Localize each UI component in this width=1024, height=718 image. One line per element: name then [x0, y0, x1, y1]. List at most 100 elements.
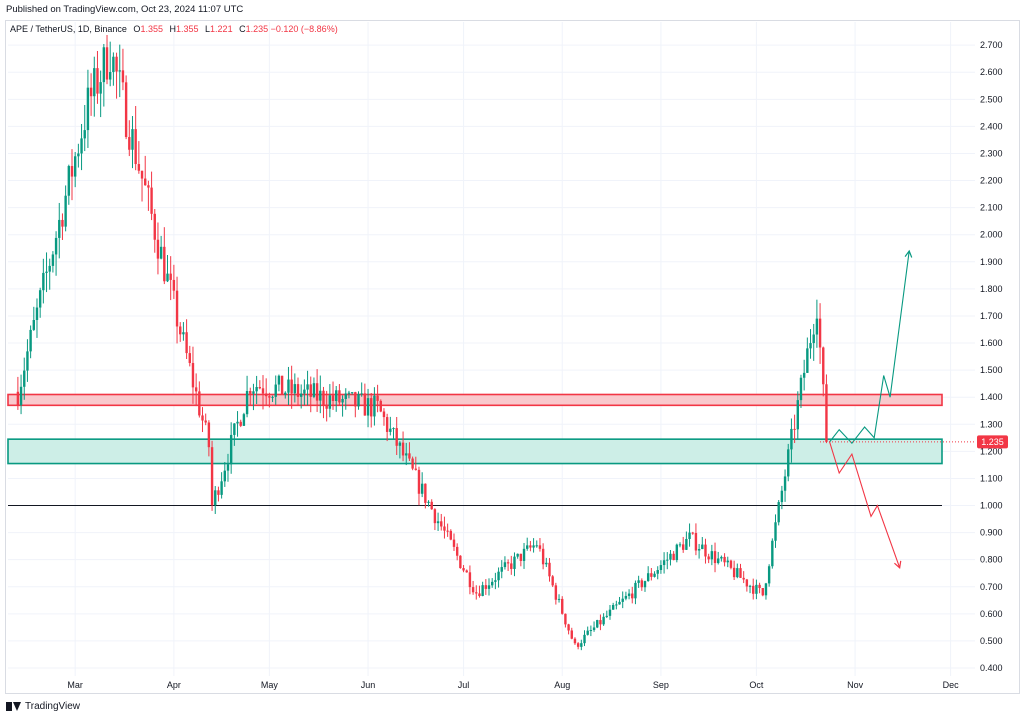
y-tick-label-7: 2.000 [980, 230, 1003, 240]
y-tick-label-4: 2.300 [980, 148, 1003, 158]
candle-body-110 [366, 398, 370, 416]
candle-body-58 [201, 415, 204, 421]
candle-body-218 [710, 551, 714, 560]
candle-body-250 [812, 334, 815, 344]
candle-body-160 [526, 545, 529, 549]
candle-body-57 [198, 391, 201, 416]
candle-body-78 [264, 393, 268, 397]
candle-body-18 [73, 156, 77, 177]
candle-body-122 [405, 453, 408, 456]
legend-change: −0.120 (−8.86%) [270, 24, 338, 34]
candle-body-90 [303, 389, 306, 394]
y-tick-label-23: 0.400 [980, 663, 1003, 673]
candle-body-125 [414, 468, 417, 470]
y-tick-label-3: 2.400 [980, 121, 1003, 131]
candle-body-4 [29, 329, 32, 352]
candle-body-220 [717, 558, 720, 564]
candle-body-47 [166, 273, 169, 282]
tradingview-logo-icon [6, 702, 21, 711]
candle-body-163 [535, 545, 538, 547]
candle-body-202 [659, 565, 663, 571]
y-tick-label-8: 1.900 [980, 257, 1003, 267]
candle-body-142 [468, 572, 472, 588]
candle-body-164 [538, 545, 542, 549]
candle-body-95 [319, 390, 322, 401]
candle-body-130 [430, 501, 433, 510]
legend-symbol[interactable]: APE / TetherUS, 1D, Binance [10, 24, 127, 34]
candle-body-112 [373, 395, 376, 417]
y-tick-label-12: 1.500 [980, 365, 1003, 375]
candle-body-179 [586, 630, 589, 635]
candle-body-162 [532, 545, 535, 548]
candle-body-5 [32, 320, 36, 330]
candle-body-39 [140, 170, 144, 179]
candle-body-184 [602, 616, 605, 625]
candle-body-198 [646, 573, 650, 582]
candle-body-243 [790, 428, 793, 450]
candle-body-157 [516, 553, 519, 557]
candle-body-199 [650, 573, 653, 577]
candle-body-96 [322, 390, 325, 406]
candle-body-29 [108, 72, 112, 80]
candle-body-170 [557, 598, 561, 600]
candle-body-134 [443, 526, 446, 531]
candle-body-141 [465, 570, 468, 573]
candle-body-151 [497, 571, 500, 581]
candle-body-11 [51, 254, 55, 266]
candle-body-201 [656, 570, 659, 574]
y-tick-label-21: 0.600 [980, 609, 1003, 619]
candle-body-147 [484, 585, 488, 589]
candle-body-64 [220, 481, 223, 495]
candle-body-116 [385, 417, 389, 432]
candle-body-176 [576, 643, 580, 647]
footer-brand-text: TradingView [25, 701, 81, 712]
candle-body-186 [608, 609, 612, 616]
last-price-tag: 1.235 [977, 435, 1008, 449]
candle-body-19 [77, 153, 80, 157]
candle-body-27 [102, 47, 106, 83]
candle-body-212 [691, 532, 694, 534]
y-tick-label-16: 1.100 [980, 473, 1003, 483]
candle-body-6 [35, 307, 39, 321]
candle-body-56 [194, 387, 198, 392]
candle-body-63 [217, 490, 220, 495]
candle-body-13 [58, 219, 61, 238]
candle-body-114 [379, 400, 382, 412]
candle-body-117 [389, 428, 392, 432]
candle-body-51 [179, 326, 182, 335]
candle-body-2 [23, 370, 26, 387]
candle-body-239 [777, 502, 780, 523]
candle-body-84 [284, 392, 287, 395]
candle-body-45 [159, 246, 163, 259]
candle-body-23 [89, 87, 93, 97]
candle-body-1 [19, 386, 23, 406]
candle-body-207 [675, 544, 679, 561]
candle-body-36 [131, 129, 134, 150]
candle-body-74 [252, 391, 255, 394]
candle-body-226 [736, 568, 739, 578]
candle-body-120 [398, 442, 402, 446]
candle-body-152 [500, 567, 503, 572]
candle-body-253 [822, 347, 825, 385]
candle-body-165 [541, 548, 545, 565]
candle-body-209 [681, 544, 685, 550]
candle-body-83 [280, 375, 284, 395]
candle-body-67 [229, 434, 233, 465]
candle-body-108 [360, 393, 363, 395]
legend-open-value: 1.355 [140, 24, 163, 34]
legend-low-label: L [205, 24, 211, 34]
candle-body-251 [815, 318, 819, 335]
legend-low-value: 1.221 [210, 24, 233, 34]
candle-body-244 [793, 428, 796, 430]
candle-body-109 [363, 393, 367, 416]
footer-brand[interactable]: TradingView [6, 701, 80, 712]
x-tick-label-2: May [261, 680, 279, 690]
candle-body-191 [624, 595, 628, 599]
candle-body-210 [685, 538, 688, 550]
x-tick-label-3: Jun [361, 680, 376, 690]
candle-body-44 [156, 239, 160, 259]
candle-body-107 [357, 394, 360, 407]
candle-body-208 [678, 544, 682, 546]
candle-body-248 [806, 348, 809, 373]
